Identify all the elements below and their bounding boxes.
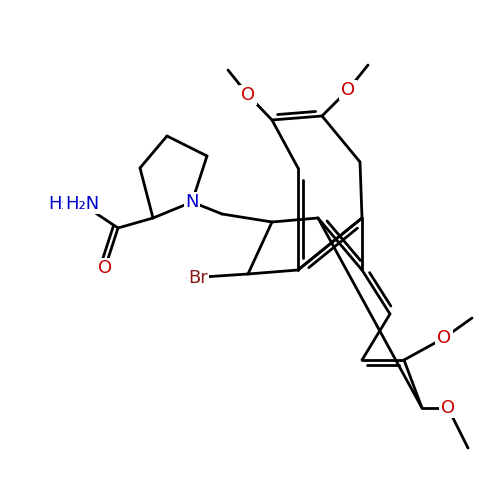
Text: O: O: [437, 329, 451, 347]
Text: O: O: [441, 399, 455, 417]
Text: H₂N: H₂N: [65, 195, 99, 213]
Text: O: O: [241, 86, 255, 104]
Text: Br: Br: [188, 269, 208, 287]
Text: O: O: [98, 259, 112, 277]
Text: N: N: [185, 193, 199, 211]
Text: O: O: [341, 81, 355, 99]
Text: N: N: [185, 193, 199, 211]
Text: H₂N: H₂N: [48, 195, 82, 213]
